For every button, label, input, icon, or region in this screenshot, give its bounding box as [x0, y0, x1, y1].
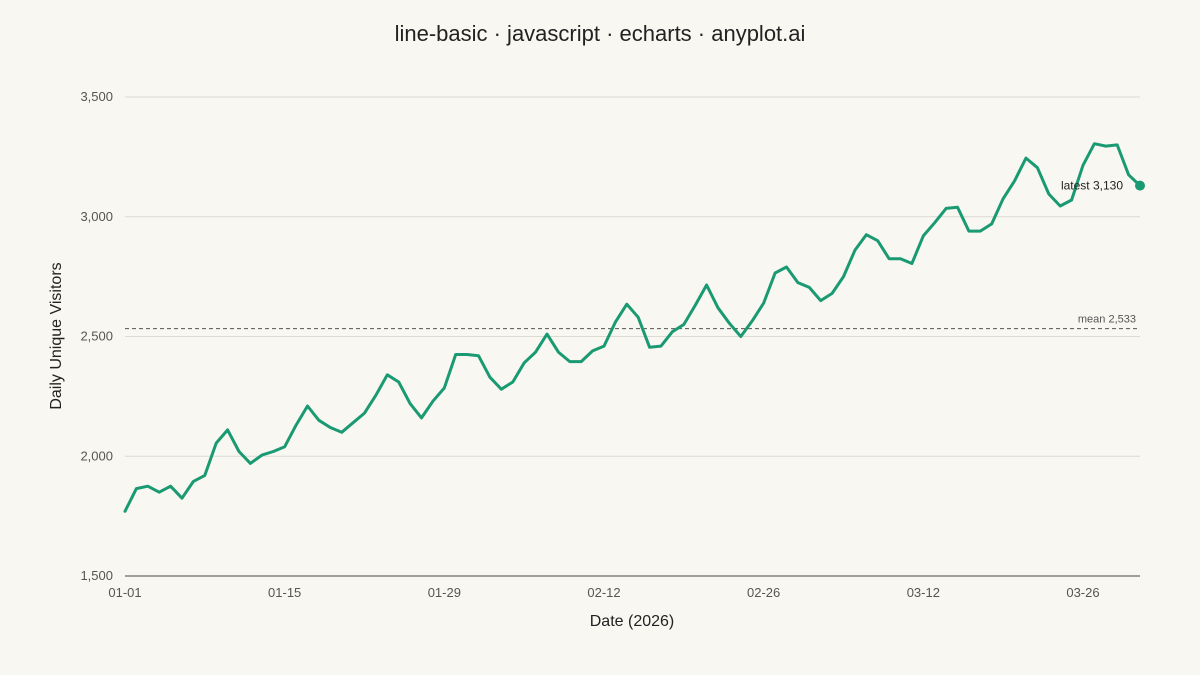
x-tick-label: 01-01: [108, 585, 141, 600]
mean-label: mean 2,533: [1078, 314, 1136, 326]
y-axis-ticks: 1,500 2,000 2,500 3,000 3,500: [80, 89, 113, 583]
x-tick-label: 03-26: [1066, 585, 1099, 600]
x-tick-label: 02-26: [747, 585, 780, 600]
series-line: [123, 142, 1142, 513]
x-tick-label: 01-29: [428, 585, 461, 600]
grid-lines: [125, 96, 1140, 457]
x-tick-label: 03-12: [907, 585, 940, 600]
latest-point-marker[interactable]: [1135, 180, 1145, 191]
x-axis-title: Date (2026): [590, 613, 675, 630]
y-tick-label: 2,000: [80, 448, 113, 463]
latest-label: latest 3,130: [1061, 179, 1123, 193]
y-tick-label: 3,500: [80, 89, 113, 104]
chart-title: line-basic · javascript · echarts · anyp…: [395, 21, 806, 46]
y-tick-label: 3,000: [80, 209, 113, 224]
y-tick-label: 1,500: [80, 568, 113, 583]
y-tick-label: 2,500: [80, 329, 113, 344]
x-tick-label: 02-12: [587, 585, 620, 600]
x-axis-ticks: 01-01 01-15 01-29 02-12 02-26 03-12 03-26: [108, 585, 1099, 600]
x-tick-label: 01-15: [268, 585, 301, 600]
data-points: [124, 142, 1142, 513]
y-axis-title: Daily Unique Visitors: [48, 262, 65, 409]
